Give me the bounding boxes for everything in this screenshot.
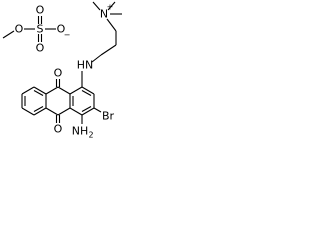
- charge: −: [64, 31, 71, 40]
- atom-label: O: [15, 23, 24, 36]
- atom-label: O: [36, 4, 45, 17]
- atom-label: N: [100, 8, 108, 21]
- atom-label: Br: [102, 110, 115, 123]
- atom-label: S: [37, 23, 44, 36]
- atom-label: O: [57, 23, 66, 36]
- atom-label: O: [36, 42, 45, 55]
- atom-labels: O S O O O − N + HN Br NH 2 O O: [15, 3, 115, 140]
- bonds: [2, 1, 122, 124]
- atom-label: O: [54, 123, 63, 136]
- structure-diagram: O S O O O − N + HN Br NH 2 O O: [2, 1, 122, 140]
- atom-label: HN: [77, 59, 94, 72]
- charge: +: [107, 3, 114, 12]
- subscript: 2: [88, 131, 93, 140]
- atom-label: O: [54, 67, 63, 80]
- atom-label: NH: [72, 125, 89, 138]
